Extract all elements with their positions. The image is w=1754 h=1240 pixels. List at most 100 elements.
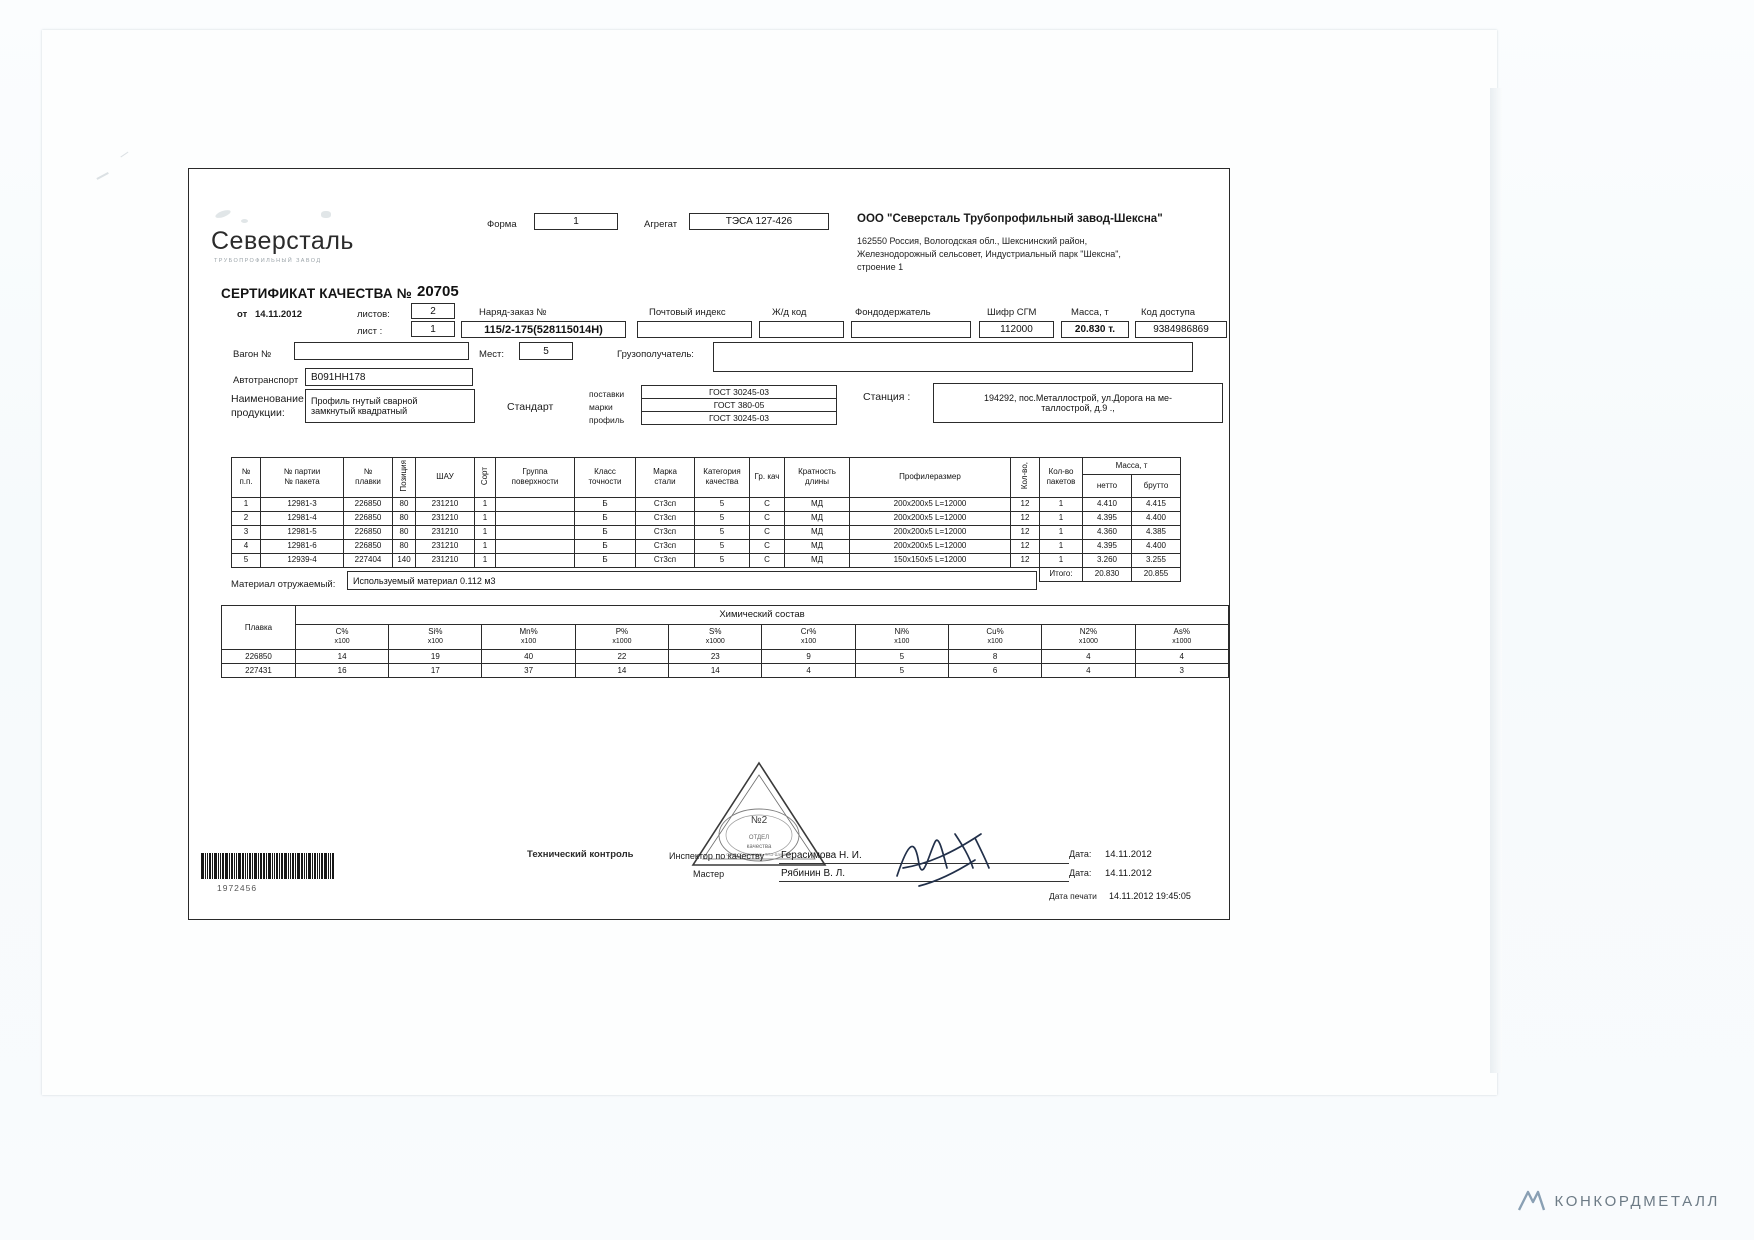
chem-value: 14 bbox=[668, 663, 763, 678]
cell-category: 5 bbox=[694, 538, 750, 554]
chem-value: 14 bbox=[574, 663, 670, 678]
fundholder-value[interactable] bbox=[851, 321, 971, 338]
scrap-value[interactable]: Используемый материал 0.112 м3 bbox=[347, 571, 1037, 590]
cell-net: 4.360 bbox=[1082, 524, 1132, 540]
th-chem-cr: Cr% x100 bbox=[761, 624, 856, 650]
sgm-label: Шифр СГМ bbox=[987, 307, 1037, 318]
standard-value-0[interactable]: ГОСТ 30245-03 bbox=[641, 385, 837, 399]
product-label-line1: Наименование bbox=[231, 393, 304, 405]
chem-value: 14 bbox=[294, 649, 390, 664]
cell-party: 12981-3 bbox=[260, 496, 344, 512]
standard-value-2[interactable]: ГОСТ 30245-03 bbox=[641, 411, 837, 425]
sgm-value[interactable]: 112000 bbox=[979, 321, 1054, 338]
standard-row-label-0: поставки bbox=[589, 389, 625, 399]
date-prefix: от bbox=[237, 309, 248, 320]
aggregate-value[interactable]: ТЭСА 127-426 bbox=[689, 213, 829, 230]
cell-sort: 1 bbox=[474, 552, 496, 568]
print-date-value: 14.11.2012 19:45:05 bbox=[1109, 891, 1191, 901]
date2-value: 14.11.2012 bbox=[1105, 868, 1152, 879]
cell-category: 5 bbox=[694, 552, 750, 568]
cell-gross: 4.400 bbox=[1131, 510, 1181, 526]
cell-steel: Ст3сп bbox=[635, 524, 695, 540]
station-label: Станция : bbox=[863, 391, 911, 403]
station-value[interactable]: 194292, пос.Металлострой, ул.Дорога на м… bbox=[933, 383, 1223, 423]
th-no: № п.п. bbox=[231, 457, 261, 498]
cell-multiplicity: МД bbox=[784, 510, 850, 526]
main-table: № п.п. № партии № пакета № плавки Позиция Ш… bbox=[231, 457, 1181, 582]
th-accuracy-class: Класс точности bbox=[574, 457, 636, 498]
main-table-head-group: № п.п. № партии № пакета № плавки Позиция Ш… bbox=[231, 457, 1181, 498]
cell-position: 140 bbox=[392, 552, 416, 568]
wagon-label: Вагон № bbox=[233, 349, 272, 360]
chem-heat: 227431 bbox=[221, 663, 296, 678]
th-chem-title: Химический состав bbox=[294, 605, 1230, 625]
th-quantity: Кол-во, bbox=[1010, 457, 1040, 498]
cell-multiplicity: МД bbox=[784, 538, 850, 554]
svg-text:качества: качества bbox=[747, 844, 772, 850]
sheets-value[interactable]: 2 bbox=[411, 303, 455, 319]
cell-net: 3.260 bbox=[1082, 552, 1132, 568]
chem-value: 19 bbox=[388, 649, 483, 664]
rail-code-label: Ж/д код bbox=[772, 307, 807, 318]
cell-party: 12981-5 bbox=[260, 524, 344, 540]
th-chem-si: Si% x100 bbox=[388, 624, 483, 650]
scan-smudge bbox=[214, 208, 232, 220]
postal-value[interactable] bbox=[637, 321, 752, 338]
cell-sort: 1 bbox=[474, 510, 496, 526]
master-name: Рябинин В. Л. bbox=[781, 868, 846, 879]
cell-party: 12939-4 bbox=[260, 552, 344, 568]
th-chem-n2: N2% x1000 bbox=[1041, 624, 1136, 650]
transport-label: Автотранспорт bbox=[233, 375, 299, 386]
cell-multiplicity: МД bbox=[784, 496, 850, 512]
th-chem-s: S% x1000 bbox=[668, 624, 763, 650]
sheet-value[interactable]: 1 bbox=[411, 321, 455, 337]
access-code-value[interactable]: 9384986869 bbox=[1135, 321, 1227, 338]
product-label-line2: продукции: bbox=[231, 407, 285, 419]
company-address-line3: строение 1 bbox=[857, 262, 904, 272]
cell-shau: 231210 bbox=[415, 510, 475, 526]
cell-qty: 12 bbox=[1010, 538, 1040, 554]
inspector-label: Инспектор по качеству bbox=[669, 851, 765, 861]
cell-sort: 1 bbox=[474, 524, 496, 540]
stamp-label: Технический контроль bbox=[527, 849, 634, 860]
cell-accuracy: Б bbox=[574, 552, 636, 568]
cell-qty: 12 bbox=[1010, 496, 1040, 512]
th-party: № партии № пакета bbox=[260, 457, 344, 498]
rail-code-value[interactable] bbox=[759, 321, 844, 338]
table-row: 1 12981-3 226850 80 231210 1 Б Ст3сп 5 С МД 200x200… bbox=[231, 496, 1181, 512]
form-value[interactable]: 1 bbox=[534, 213, 618, 230]
standard-row-label-1: марки bbox=[589, 402, 613, 412]
th-length-multiplicity: Кратность длины bbox=[784, 457, 850, 498]
cell-gross: 3.255 bbox=[1131, 552, 1181, 568]
mass-value[interactable]: 20.830 т. bbox=[1061, 321, 1129, 338]
th-chem-ni: Ni% x100 bbox=[854, 624, 949, 650]
th-chem-p: P% x1000 bbox=[574, 624, 670, 650]
footer-brand: КОНКОРДМЕТАЛЛ bbox=[1516, 1188, 1720, 1214]
standard-value-1[interactable]: ГОСТ 380-05 bbox=[641, 398, 837, 412]
svg-text:ОТДЕЛ: ОТДЕЛ bbox=[749, 835, 769, 841]
table-row: 2 12981-4 226850 80 231210 1 Б Ст3сп 5 С МД 200x200… bbox=[231, 510, 1181, 526]
product-value[interactable]: Профиль гнутый сварной замкнутый квадрат… bbox=[305, 389, 475, 423]
transport-value[interactable]: В091НН178 bbox=[305, 368, 473, 386]
wagon-value[interactable] bbox=[294, 342, 469, 360]
svg-text:№2: №2 bbox=[751, 815, 768, 826]
consignee-value[interactable] bbox=[713, 342, 1193, 372]
barcode bbox=[201, 853, 335, 879]
standard-label: Стандарт bbox=[507, 401, 554, 413]
company-address-line1: 162550 Россия, Вологодская обл., Шекснин… bbox=[857, 236, 1088, 246]
scrap-label: Материал отружаемый: bbox=[231, 579, 336, 590]
cell-position: 80 bbox=[392, 524, 416, 540]
cell-multiplicity: МД bbox=[784, 524, 850, 540]
places-value[interactable]: 5 bbox=[519, 342, 573, 360]
th-chem-heat: Плавка bbox=[221, 605, 296, 650]
cell-position: 80 bbox=[392, 510, 416, 526]
cell-qty: 12 bbox=[1010, 524, 1040, 540]
scan-smudge bbox=[241, 219, 248, 223]
cell-grade: С bbox=[749, 552, 785, 568]
th-sort: Сорт bbox=[474, 457, 496, 498]
order-value[interactable]: 115/2-175(528115014Н) bbox=[461, 321, 626, 338]
logo-text: Северсталь bbox=[211, 227, 354, 255]
chem-value: 3 bbox=[1134, 663, 1230, 678]
total-gross: 20.855 bbox=[1131, 566, 1181, 582]
form-label: Форма bbox=[487, 219, 517, 230]
